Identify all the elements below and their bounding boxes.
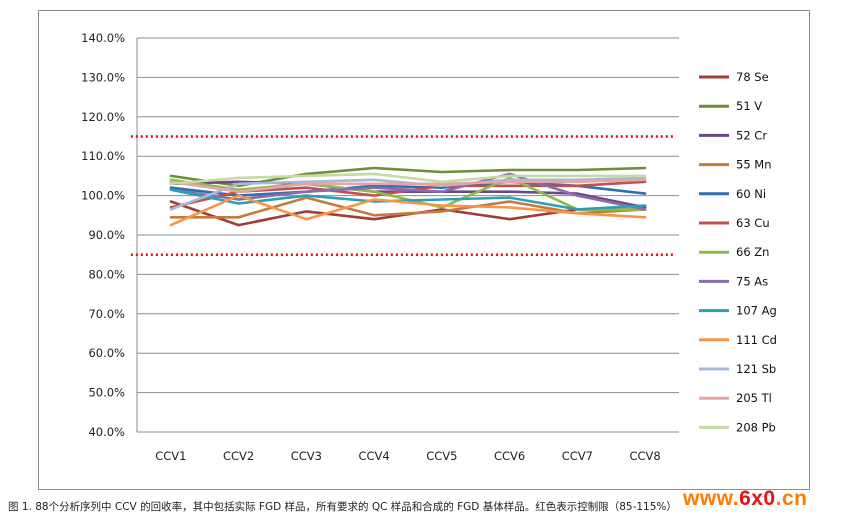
- legend-label: 75 As: [736, 274, 768, 288]
- y-tick-label: 90.0%: [88, 228, 125, 242]
- legend-label: 66 Zn: [736, 245, 769, 259]
- x-tick-label: CCV8: [630, 449, 661, 463]
- series-line: [169, 194, 647, 227]
- legend-label: 121 Sb: [736, 362, 776, 376]
- series-line: [169, 188, 647, 211]
- y-tick-label: 40.0%: [88, 425, 125, 439]
- y-tick-label: 50.0%: [88, 386, 125, 400]
- legend-label: 205 Tl: [736, 391, 772, 405]
- watermark-suffix: .cn: [775, 487, 808, 510]
- x-tick-label: CCV3: [291, 449, 322, 463]
- legend-label: 107 Ag: [736, 304, 777, 318]
- legend-label: 78 Se: [736, 70, 769, 84]
- y-tick-label: 120.0%: [81, 110, 125, 124]
- series-line: [169, 172, 647, 186]
- x-tick-label: CCV6: [494, 449, 525, 463]
- legend-label: 208 Pb: [736, 420, 776, 434]
- line-chart: 40.0% 50.0% 60.0% 70.0% 80.0% 90.0% 100.0% 110.…: [81, 31, 777, 463]
- x-tick-label: CCV1: [155, 449, 186, 463]
- y-tick-label: 80.0%: [88, 267, 125, 281]
- x-tick-label: CCV4: [359, 449, 390, 463]
- x-tick-label: CCV7: [562, 449, 593, 463]
- watermark-prefix: www.: [683, 487, 740, 510]
- y-tick-label: 60.0%: [88, 346, 125, 360]
- figure-caption: 图 1. 88个分析序列中 CCV 的回收率，其中包括实际 FGD 样品，所有要…: [8, 501, 677, 513]
- y-tick-label: 140.0%: [81, 31, 125, 45]
- series-line: [169, 178, 647, 193]
- gridlines: [137, 37, 679, 433]
- y-tick-label: 100.0%: [81, 189, 125, 203]
- x-tick-label: CCV2: [223, 449, 254, 463]
- legend-label: 111 Cd: [736, 333, 777, 347]
- y-tick-label: 70.0%: [88, 307, 125, 321]
- legend-label: 60 Ni: [736, 187, 766, 201]
- legend-label: 52 Cr: [736, 128, 767, 142]
- chart-frame: 40.0% 50.0% 60.0% 70.0% 80.0% 90.0% 100.0% 110.…: [38, 10, 810, 490]
- legend-label: 51 V: [736, 99, 762, 113]
- x-tick-label: CCV5: [426, 449, 457, 463]
- y-tick-label: 130.0%: [81, 70, 125, 84]
- y-tick-label: 110.0%: [81, 149, 125, 163]
- legend-label: 55 Mn: [736, 158, 772, 172]
- legend-label: 63 Cu: [736, 216, 770, 230]
- watermark-brand: 6x0: [739, 487, 776, 510]
- watermark-logo: www.6x0.cn: [683, 487, 807, 511]
